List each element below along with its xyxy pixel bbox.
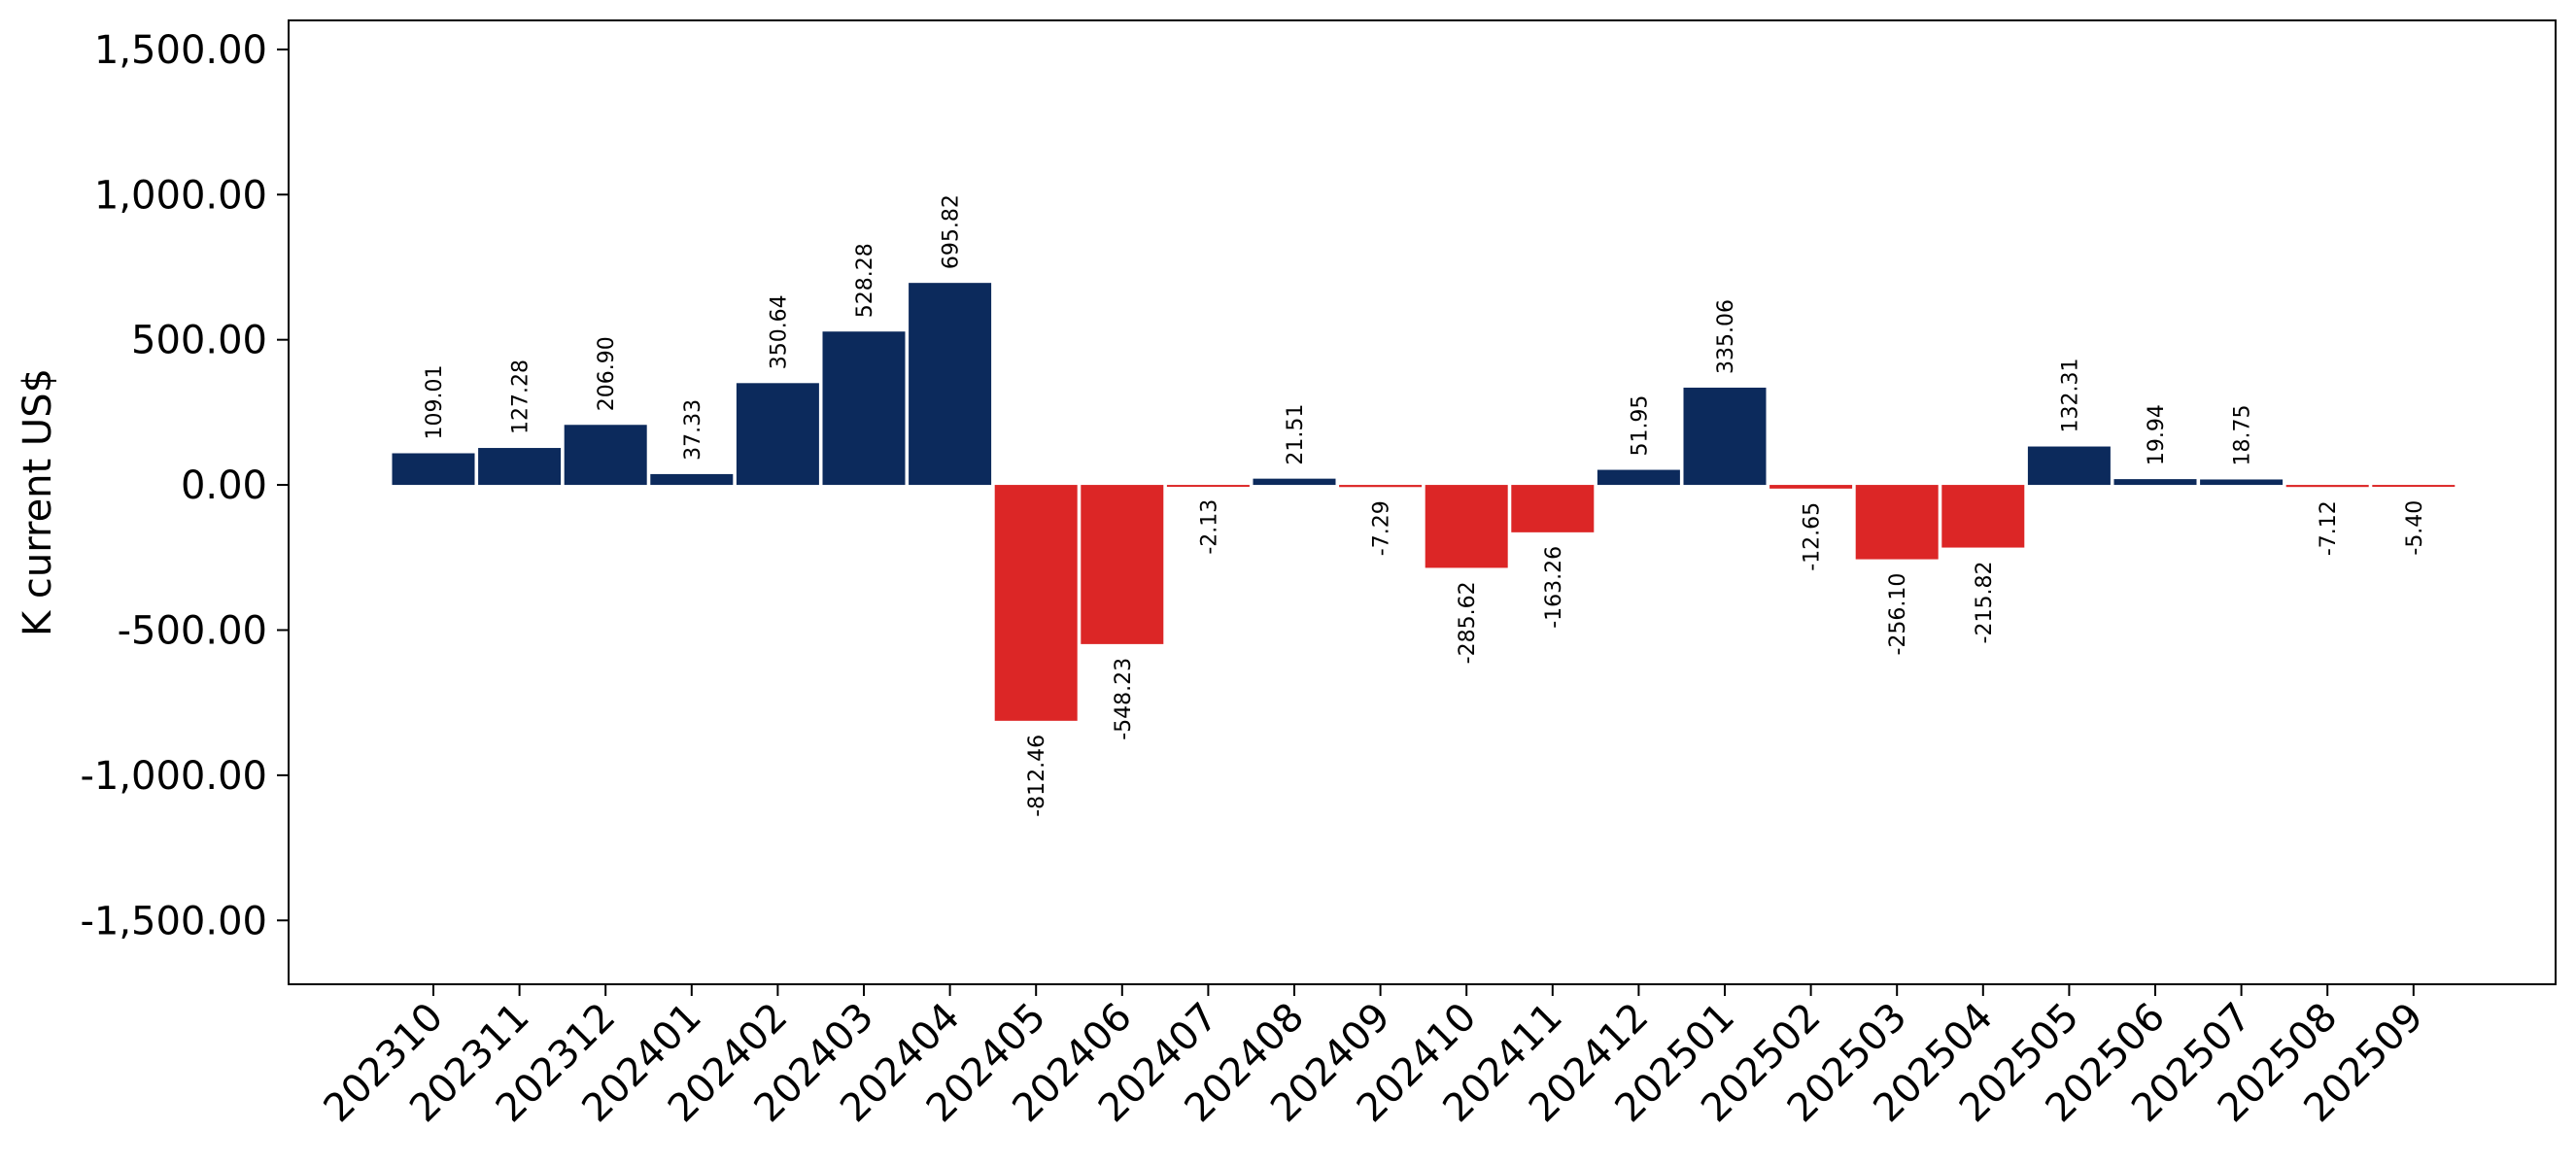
plot-frame xyxy=(288,19,2557,985)
bars-group xyxy=(392,283,2456,721)
bar xyxy=(2285,485,2369,488)
bar xyxy=(2113,479,2197,486)
y-tick-label: 1,500.00 xyxy=(94,28,267,73)
data-label: -163.26 xyxy=(1542,546,1566,629)
bar xyxy=(1253,478,1336,486)
data-label: 528.28 xyxy=(853,243,877,318)
bar xyxy=(2200,479,2284,486)
data-label: 127.28 xyxy=(509,360,533,434)
data-label: -12.65 xyxy=(1801,502,1825,571)
data-label: -5.40 xyxy=(2403,500,2427,556)
bar xyxy=(1081,485,1164,644)
data-label: 132.31 xyxy=(2058,359,2082,433)
data-label: -812.46 xyxy=(1025,735,1049,817)
bar xyxy=(822,331,906,486)
data-label: 206.90 xyxy=(595,336,619,411)
bar xyxy=(2372,485,2456,488)
bar xyxy=(650,473,734,486)
data-label: 19.94 xyxy=(2145,404,2169,465)
bar xyxy=(1683,387,1767,486)
bar xyxy=(564,425,647,486)
bar xyxy=(1339,485,1423,488)
y-tick-label: 1,000.00 xyxy=(94,173,267,218)
bar xyxy=(2027,446,2111,486)
y-tick-label: -1,500.00 xyxy=(80,899,267,943)
bar xyxy=(736,383,819,486)
data-label: 37.33 xyxy=(681,399,705,461)
data-label: -7.29 xyxy=(1370,500,1394,556)
bar xyxy=(1597,469,1680,486)
data-label: 335.06 xyxy=(1714,299,1738,374)
data-label: 695.82 xyxy=(940,194,964,269)
y-tick-label: 500.00 xyxy=(131,319,267,363)
bar xyxy=(994,485,1078,721)
y-axis-title: K current US$ xyxy=(16,368,60,636)
data-label: -215.82 xyxy=(1973,562,1997,644)
data-label: 21.51 xyxy=(1284,404,1308,465)
data-label: 51.95 xyxy=(1628,395,1652,457)
data-label: -256.10 xyxy=(1886,573,1910,656)
data-label: 350.64 xyxy=(767,294,791,369)
bar xyxy=(1855,485,1939,560)
data-label: 18.75 xyxy=(2231,404,2255,465)
y-tick-label: 0.00 xyxy=(181,463,267,508)
bar xyxy=(909,283,992,486)
data-labels-group: 109.01 127.28 206.90 37.33 350.64 528.28 695.8… xyxy=(423,194,2427,817)
y-tick-label: -1,000.00 xyxy=(80,754,267,799)
data-label: -548.23 xyxy=(1112,658,1136,740)
bar xyxy=(1941,485,2025,548)
y-axis: 1,500.00 1,000.00 500.00 0.00 -500.00 -1,000.… xyxy=(80,28,289,943)
bar xyxy=(1166,485,1250,488)
bar xyxy=(1511,485,1595,532)
x-axis: 2023102023112023122024012024022024032024… xyxy=(316,984,2432,1131)
bar xyxy=(392,453,475,486)
bar xyxy=(1425,485,1508,568)
data-label: -7.12 xyxy=(2317,500,2341,556)
y-tick-label: -500.00 xyxy=(118,608,267,653)
data-label: -285.62 xyxy=(1456,581,1480,664)
bar xyxy=(1769,485,1853,489)
data-label: -2.13 xyxy=(1197,499,1221,555)
data-label: 109.01 xyxy=(423,365,447,440)
bar xyxy=(478,448,562,486)
